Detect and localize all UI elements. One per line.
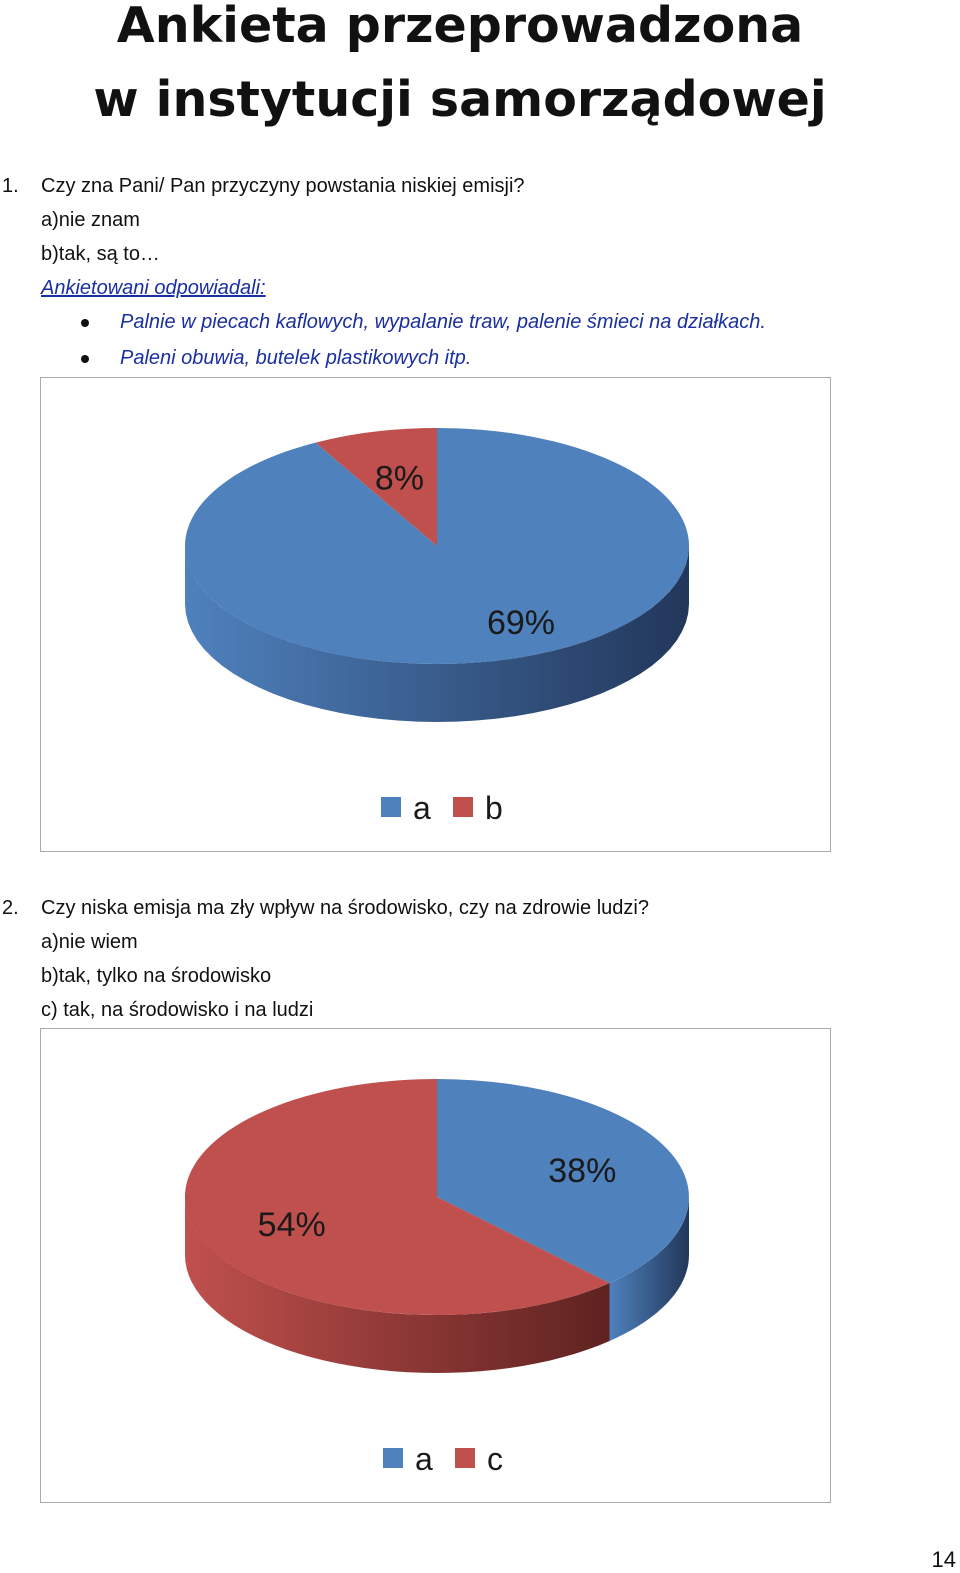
pie-side-c — [185, 1197, 610, 1373]
page-title-line-2: w instytucji samorządowej — [93, 71, 827, 128]
pie-slice-b — [315, 428, 437, 546]
legend-swatch-b — [453, 797, 473, 817]
question-1-option-a: a)nie znam — [41, 209, 140, 231]
legend-label-a: a — [415, 1441, 433, 1477]
page-title-line-1: Ankieta przeprowadzona — [116, 0, 804, 54]
pie-data-label-b: 8% — [375, 459, 424, 497]
chart-1-frame: 69% 8% a b — [40, 377, 831, 852]
pie-side-a — [185, 546, 689, 722]
question-2-option-c: c) tak, na środowisko i na ludzi — [41, 999, 314, 1021]
pie-slice-c — [184, 1079, 610, 1315]
page-number: 14 — [931, 1547, 956, 1572]
answer-item: Paleni obuwia, butelek plastikowych itp. — [120, 347, 472, 369]
answers-heading-link[interactable]: Ankietowani odpowiadali: — [41, 277, 266, 299]
chart-1-pie: 69% 8% a b — [185, 428, 690, 826]
pie-data-label-a: 38% — [548, 1152, 616, 1190]
pie-data-label-c: 54% — [258, 1206, 326, 1244]
question-2-text: Czy niska emisja ma zły wpływ na środowi… — [41, 897, 649, 919]
question-1-text: Czy zna Pani/ Pan przyczyny powstania ni… — [41, 175, 525, 197]
pie-slice-a — [437, 1079, 689, 1283]
question-1-number: 1. — [2, 175, 19, 197]
pie-slice-a — [185, 428, 690, 664]
answer-item: Palnie w piecach kaflowych, wypalanie tr… — [120, 311, 766, 333]
legend-label-b: b — [485, 790, 503, 826]
pie-side-a — [609, 1197, 689, 1341]
bullet-icon — [81, 319, 89, 327]
chart-2-pie: 38% 54% a c — [184, 1079, 689, 1477]
bullet-icon — [81, 355, 89, 363]
legend-label-c: c — [487, 1441, 503, 1477]
legend-swatch-a — [381, 797, 401, 817]
chart-2-frame: 38% 54% a c — [40, 1028, 831, 1503]
question-2-option-b: b)tak, tylko na środowisko — [41, 965, 272, 987]
question-2-number: 2. — [2, 897, 19, 919]
question-2-option-a: a)nie wiem — [41, 931, 138, 953]
question-1-option-b: b)tak, są to… — [41, 243, 160, 265]
legend-label-a: a — [413, 790, 431, 826]
legend-swatch-a — [383, 1448, 403, 1468]
legend-swatch-c — [455, 1448, 475, 1468]
pie-data-label-a: 69% — [487, 604, 555, 642]
